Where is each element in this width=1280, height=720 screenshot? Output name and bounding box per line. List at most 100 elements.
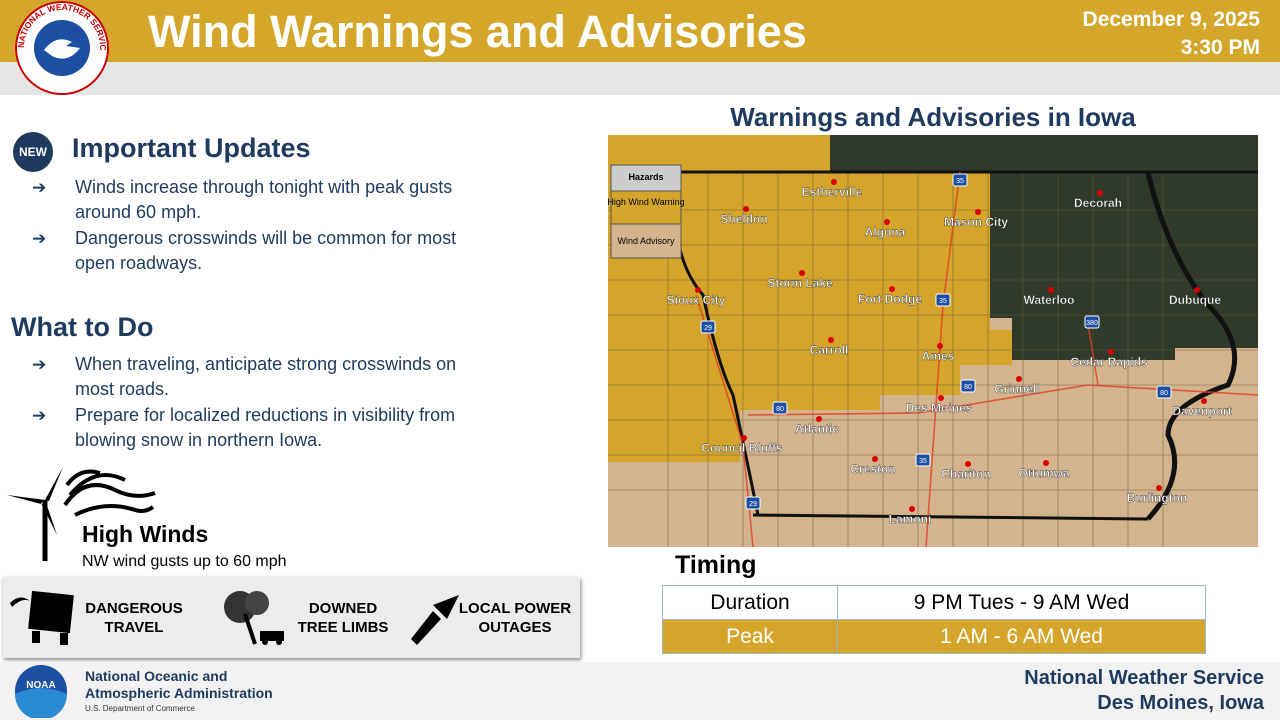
- new-badge: NEW: [13, 132, 53, 172]
- highway-number: 35: [939, 298, 947, 305]
- office: National Weather Service Des Moines, Iowa: [1024, 666, 1264, 716]
- legend-item: Wind Advisory: [617, 236, 675, 246]
- city-label: Mason City: [944, 215, 1008, 229]
- impact-label: DANGEROUS TRAVEL: [85, 600, 183, 636]
- highway-shield: [745, 496, 761, 510]
- city-dot: [1194, 287, 1200, 293]
- timing-row: Duration 9 PM Tues - 9 AM Wed: [662, 585, 1206, 620]
- timing-row: Peak 1 AM - 6 AM Wed: [662, 619, 1206, 654]
- travel-icon: [10, 590, 74, 645]
- wind-icon: [7, 467, 156, 561]
- map: Hazards High Wind Warning Wind Advisory …: [608, 135, 1258, 547]
- city-label: Des Moines: [906, 401, 973, 415]
- city-dot: [743, 206, 749, 212]
- highway-shield: [915, 453, 931, 467]
- highway-shield: [1156, 385, 1172, 399]
- highway-number: 80: [1160, 390, 1168, 397]
- agency: National Oceanic and Atmospheric Adminis…: [85, 668, 273, 701]
- city-label: Lamoni: [889, 512, 932, 526]
- city-label: Ames: [922, 349, 955, 363]
- city-label: Burlington: [1127, 491, 1188, 505]
- impact-label: LOCAL POWER OUTAGES: [458, 600, 572, 636]
- list-item: Dangerous crosswinds will be common for …: [12, 226, 492, 276]
- city-label: Cedar Rapids: [1070, 355, 1148, 369]
- highway-shield: [960, 379, 976, 393]
- city-label: Dubuque: [1169, 293, 1221, 307]
- city-label: Chariton: [941, 467, 990, 481]
- county-lines: [608, 172, 1258, 547]
- city-dot: [831, 179, 837, 185]
- city-label: Estherville: [802, 185, 863, 199]
- city-dot: [937, 343, 943, 349]
- highway-number: 80: [964, 384, 972, 391]
- city-dot: [1097, 190, 1103, 196]
- list-item: When traveling, anticipate strong crossw…: [12, 352, 492, 402]
- city-dot: [799, 270, 805, 276]
- legend-swatch: [610, 223, 682, 259]
- city-label: Council Bluffs: [701, 441, 783, 455]
- city-dot: [965, 461, 971, 467]
- timing-table: Duration 9 PM Tues - 9 AM Wed Peak 1 AM - …: [662, 585, 1206, 654]
- highway-number: 80: [776, 406, 784, 413]
- footer: [0, 662, 1280, 720]
- update-list: Winds increase through tonight with peak…: [12, 175, 492, 277]
- header-bar: [0, 0, 1280, 62]
- highway-shield: [772, 401, 788, 415]
- highway-number: 380: [1086, 320, 1098, 327]
- city-label: Sheldon: [720, 212, 767, 226]
- city-label: Creston: [850, 462, 895, 476]
- legend-swatch: [610, 190, 682, 225]
- highway-number: 29: [749, 501, 757, 508]
- city-dot: [828, 337, 834, 343]
- office-name: National Weather Service: [1024, 667, 1264, 689]
- highway-shield: [700, 320, 716, 334]
- timing-value: 9 PM Tues - 9 AM Wed: [837, 585, 1206, 620]
- city-label: Algona: [865, 225, 906, 239]
- map-title: Warnings and Advisories in Iowa: [730, 102, 1136, 132]
- city-dot: [889, 286, 895, 292]
- legend-heading: Hazards: [628, 172, 663, 182]
- highway-number: 35: [919, 458, 927, 465]
- tree-icon: [224, 591, 284, 645]
- city-dot: [1108, 349, 1114, 355]
- city-dot: [1156, 485, 1162, 491]
- city-dot: [872, 456, 878, 462]
- city-label: Waterloo: [1024, 293, 1075, 307]
- date-time: December 9, 2025 3:30 PM: [1083, 6, 1260, 62]
- city-dot: [741, 435, 747, 441]
- city-label: Carroll: [810, 343, 849, 357]
- timing-heading: Timing: [675, 551, 757, 579]
- city-dot: [884, 219, 890, 225]
- header-strip: [0, 62, 1280, 95]
- city-label: Grinnell: [994, 382, 1039, 396]
- high-winds-detail: NW wind gusts up to 60 mph: [82, 553, 287, 570]
- impact-label: DOWNED TREE LIMBS: [297, 600, 389, 636]
- noaa-text: NOAA: [26, 680, 55, 691]
- city-dot: [909, 506, 915, 512]
- city-dot: [1043, 460, 1049, 466]
- city-dot: [816, 416, 822, 422]
- list-item: Winds increase through tonight with peak…: [12, 175, 492, 225]
- highway-number: 35: [956, 178, 964, 185]
- highway-shield: [952, 173, 968, 187]
- date: December 9, 2025: [1082, 8, 1260, 31]
- high-winds-title: High Winds: [82, 521, 209, 547]
- timing-label: Duration: [662, 585, 838, 620]
- city-label: Storm Lake: [767, 276, 833, 290]
- highway-shield: [1084, 315, 1100, 329]
- time: 3:30 PM: [1180, 36, 1260, 59]
- city-label: Ottumwa: [1018, 466, 1070, 480]
- city-label: Davenport: [1172, 404, 1231, 418]
- city-label: Decorah: [1074, 196, 1122, 210]
- list-item: Prepare for localized reductions in visi…: [12, 403, 492, 453]
- city-label: Sioux City: [667, 293, 726, 307]
- department: U.S. Department of Commerce: [85, 704, 195, 713]
- noaa-logo: NOAA: [15, 665, 67, 718]
- city-dot: [1016, 376, 1022, 382]
- flashlight-icon: [411, 595, 459, 645]
- city-dot: [695, 287, 701, 293]
- city-dot: [938, 395, 944, 401]
- timing-value: 1 AM - 6 AM Wed: [837, 619, 1206, 654]
- nws-logo: NATIONAL WEATHER SERVICE: [10, 0, 109, 95]
